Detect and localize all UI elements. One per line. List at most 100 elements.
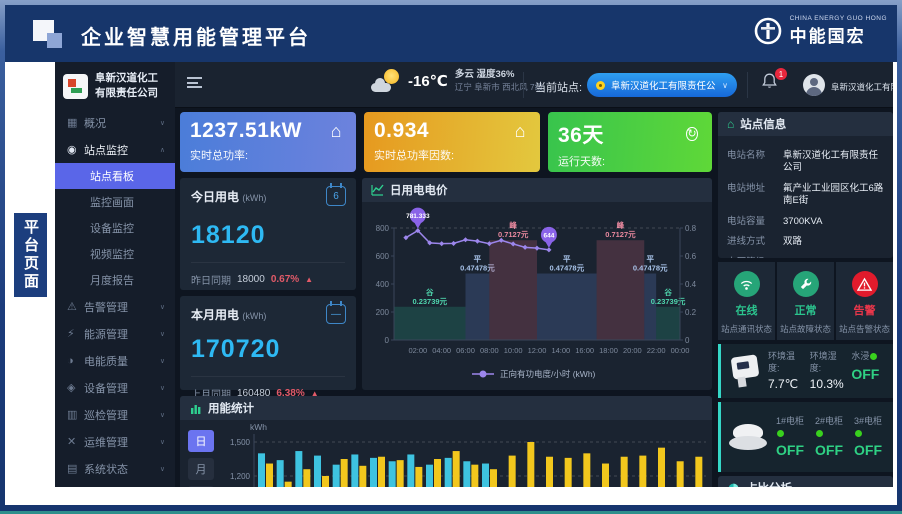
svg-text:0.47478元: 0.47478元 [549,264,584,273]
compare-value: 18000 [237,274,265,285]
env-sensor-value: OFF [851,365,880,382]
user-avatar[interactable] [803,74,825,96]
chevron-down-icon: ∨ [159,119,165,127]
station-info-row: 电压等级 10kV [727,257,884,258]
sidebar-item-5[interactable]: ◈ 设备管理 ∨ [55,374,175,401]
collapse-menu-icon[interactable] [187,77,202,90]
chevron-down-icon: ∨ [722,80,728,90]
notification-bell[interactable]: 1 [761,68,787,98]
kpi-power-factor: 0.934 实时总功率因数: ⌂ [364,112,540,172]
period-button-0[interactable]: 日 [188,430,214,452]
sidebar-item-6[interactable]: ▥ 巡检管理 ∨ [55,401,175,428]
sidebar-item-label: 概况 [84,117,106,130]
location-pin-icon [596,80,605,90]
status-value: 告警 [853,305,876,317]
cabinet-status-2: 3#电柜 OFF [854,416,886,458]
svg-text:0.8: 0.8 [685,224,697,233]
kpi-label: 实时总功率: [190,150,249,162]
month-usage-value: 170720 [191,335,281,363]
calendar-month-icon: — [326,301,346,324]
svg-text:0.4: 0.4 [685,280,697,289]
house-power-icon: ⌂ [330,121,342,141]
info-label: 电站容量 [727,215,766,227]
sidebar-item-3[interactable]: ⚡ 能源管理 ∨ [55,320,175,347]
sidebar-item-0[interactable]: ▦ 概况 ∨ [55,109,175,136]
status-label: 站点告警状态 [838,324,890,334]
sidebar-item-8[interactable]: ▤ 系统状态 ∨ [55,455,175,482]
warning-icon [851,271,878,297]
svg-text:0.7127元: 0.7127元 [498,230,529,239]
cabinet-status-value: OFF [854,442,882,459]
period-button-2[interactable]: 年 [188,486,214,487]
system-status-icon: ▤ [67,463,78,475]
station-monitor-icon: ◉ [67,144,77,156]
sidebar-item-label: 电能质量 [84,355,128,368]
brand-logo: CHINA ENERGY GUO HONG 中能国宏 [752,15,887,47]
sidebar-subitem-1-2[interactable]: 设备监控 [90,223,134,235]
weather-location: 辽宁 阜新市 西北风 7级 [454,81,544,92]
alarm-bell-icon: ⚠ [67,301,77,313]
divider [747,72,748,98]
up-triangle-icon: ▲ [310,389,319,398]
green-dot-icon [816,429,823,437]
svg-text:16:00: 16:00 [575,346,594,355]
svg-text:200: 200 [376,308,390,317]
green-dot-icon [777,429,784,437]
cabinet-status-title: 2#电柜 [815,416,847,439]
info-label: 电压等级 [727,257,775,258]
home-icon: ⌂ [727,117,735,131]
chevron-down-icon: ∨ [159,303,165,311]
kpi-value: 0.934 [374,119,430,142]
info-value: 氟产业工业园区化工6路南E街 [783,182,884,206]
company-name: 阜新汉道化工有限责任公司 [95,72,158,100]
sidebar-subitem-1-1[interactable]: 监控画面 [90,197,134,209]
cabinet-status-value: OFF [776,442,804,459]
svg-text:0: 0 [385,336,390,345]
status-label: 站点通讯状态 [720,324,772,334]
kpi-label: 运行天数: [558,156,606,168]
svg-text:1,200: 1,200 [230,472,251,481]
sidebar-subitem-1-0[interactable]: 站点看板 [55,163,175,189]
sidebar-subitem-1-4[interactable]: 月度报告 [90,275,134,287]
sidebar-item-1[interactable]: ◉ 站点监控 ∧ [55,136,175,163]
inspection-icon: ▥ [67,409,78,421]
green-dot-icon [855,429,862,437]
card-today-usage: 今日用电 (kWh) 6 18120 昨日同期 18000 0.67% ▲ [180,178,356,290]
kpi-label: 实时总功率因数: [374,150,455,162]
notification-badge: 1 [775,68,787,80]
svg-text:14:00: 14:00 [551,346,570,355]
cabinet-status-0: 1#电柜 OFF [776,416,808,458]
period-button-1[interactable]: 月 [188,458,214,480]
line-chart-icon [371,184,384,196]
page-tab[interactable]: 平台页面 [14,213,47,297]
sidebar-subitem-1-3[interactable]: 视频监控 [90,249,134,261]
power-quality-icon: ◑ [67,354,74,367]
sidebar-menu: ▦ 概况 ∨ ◉ 站点监控 ∧ 站点看板 监控画面 设备监控 视频监控 月度报告 ⚠ 告警管理 ∨ ⚡ 能源管… [55,109,175,482]
runtime-clock-icon: ↻ [686,127,698,141]
sidebar-item-7[interactable]: ✕ 运维管理 ∨ [55,428,175,455]
chevron-down-icon: ∨ [159,384,165,392]
chevron-down-icon: ∨ [159,465,165,473]
station-select[interactable]: 阜新汉道化工有限责任公司 ∨ [587,73,737,97]
panel-title: 用能统计 [208,403,254,415]
app-logo-icon [33,20,67,52]
compare-value: 160480 [237,388,271,399]
svg-text:kWh: kWh [250,422,267,432]
weather-widget: -16℃ 多云 湿度36% 辽宁 阜新市 西北风 7级 [371,68,543,94]
info-value: 阜新汉道化工有限责任公司 [783,150,879,173]
svg-text:0: 0 [685,336,690,345]
daily-price-chart: 谷0.23739元平0.47478元峰0.7127元平0.47478元峰0.71… [376,207,697,379]
sidebar-item-4[interactable]: ◑ 电能质量 ∨ [55,347,175,374]
frame-bottom-line [0,511,902,514]
svg-text:10:00: 10:00 [504,346,523,355]
panel-ratio-analysis: 占比分析 [718,476,893,487]
svg-text:22:00: 22:00 [647,346,666,355]
status-value: 在线 [735,305,758,317]
env-sensor-value: 7.7℃ [768,377,799,392]
sun-cloud-icon [371,68,401,94]
sidebar-item-2[interactable]: ⚠ 告警管理 ∨ [55,293,175,320]
station-info-row: 进线方式 双路 [727,236,884,248]
svg-text:正向有功电度/小时 (kWh): 正向有功电度/小时 (kWh) [500,369,596,379]
station-status-row: 在线 站点通讯状态 正常 站点故障状态 告警 站点告警状态 [718,262,893,340]
